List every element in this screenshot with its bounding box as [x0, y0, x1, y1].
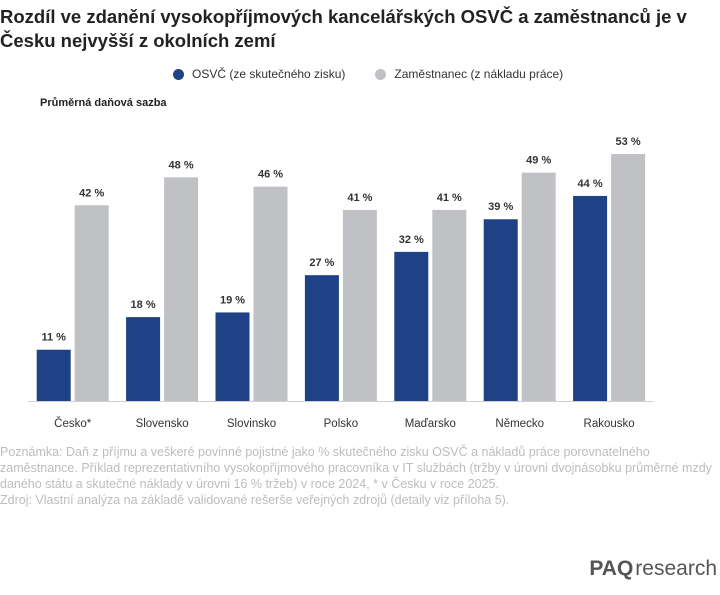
chart-subtitle: Průměrná daňová sazba	[40, 97, 167, 109]
data-label: 44 %	[578, 178, 603, 190]
bar-osvc	[36, 349, 71, 401]
legend: OSVČ (ze skutečného zisku) Zaměstnanec (…	[173, 67, 593, 81]
data-label: 41 %	[347, 192, 372, 204]
data-label: 39 %	[488, 201, 513, 213]
bar-osvc	[126, 317, 161, 401]
data-label: 19 %	[220, 294, 245, 306]
data-label: 32 %	[399, 234, 424, 246]
x-tick-label: Slovensko	[136, 418, 189, 430]
bar-osvc	[483, 219, 518, 401]
legend-label-employee: Zaměstnanec (z nákladu práce)	[394, 67, 564, 81]
bar-osvc	[394, 251, 429, 401]
brand-logo: PAQ research	[589, 557, 717, 581]
data-label: 53 %	[616, 136, 641, 148]
x-tick-label: Slovinsko	[227, 418, 276, 430]
legend-label-osvc: OSVČ (ze skutečného zisku)	[192, 67, 346, 81]
bar-employee	[342, 209, 377, 401]
x-tick-label: Polsko	[324, 418, 359, 430]
bar-osvc	[304, 275, 339, 401]
footnote: Poznámka: Daň z příjmu a veškeré povinné…	[0, 444, 712, 508]
brand-bold: PAQ	[589, 557, 634, 580]
data-label: 27 %	[309, 257, 334, 269]
source-text: Zdroj: Vlastní analýza na základě valido…	[0, 493, 510, 507]
data-label: 18 %	[131, 299, 156, 311]
data-label: 11 %	[41, 332, 66, 344]
bar-employee	[611, 154, 646, 401]
data-label: 42 %	[79, 187, 104, 199]
x-tick-label: Rakousko	[584, 418, 635, 430]
x-tick-label: Německo	[495, 418, 544, 430]
brand-light: research	[635, 557, 717, 580]
data-label: 46 %	[258, 169, 283, 181]
bar-chart: 11 % 42 % Česko* 18 % 48 % Slovensko 19 % 46 % S…	[28, 136, 654, 430]
bar-osvc	[573, 195, 608, 401]
bar-osvc	[215, 312, 250, 401]
bar-employee	[164, 177, 199, 401]
bar-employee	[521, 172, 556, 401]
legend-item-employee: Zaměstnanec (z nákladu práce)	[375, 67, 563, 81]
legend-swatch-employee	[375, 68, 387, 80]
data-label: 48 %	[169, 159, 194, 171]
note-text: Poznámka: Daň z příjmu a veškeré povinné…	[0, 445, 712, 491]
data-label: 41 %	[437, 192, 462, 204]
bar-employee	[432, 209, 467, 401]
data-label: 49 %	[526, 155, 551, 167]
bar-employee	[253, 186, 288, 401]
chart-title: Rozdíl ve zdanění vysokopříjmových kance…	[0, 6, 687, 51]
bar-employee	[74, 205, 109, 401]
legend-swatch-osvc	[173, 68, 184, 80]
x-tick-label: Maďarsko	[405, 418, 456, 430]
x-tick-label: Česko*	[54, 417, 92, 430]
legend-item-osvc: OSVČ (ze skutečného zisku)	[173, 67, 345, 81]
